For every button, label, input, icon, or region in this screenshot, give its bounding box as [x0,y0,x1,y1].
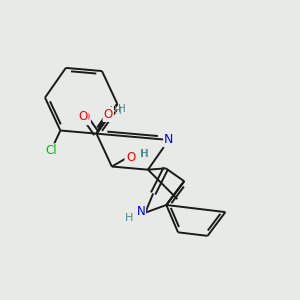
Text: N: N [136,205,145,218]
Text: N: N [164,134,173,146]
Text: O: O [104,108,113,121]
Text: O: O [125,151,135,164]
Text: O: O [78,110,88,123]
Text: H: H [140,149,148,159]
Text: H: H [114,106,122,116]
Text: H: H [118,104,126,114]
Text: H: H [141,149,149,159]
Text: H: H [125,213,133,223]
Text: O: O [104,108,113,121]
Text: Cl: Cl [46,144,57,157]
Text: O: O [126,151,135,164]
Text: O: O [81,111,90,124]
Text: Cl: Cl [46,145,57,158]
